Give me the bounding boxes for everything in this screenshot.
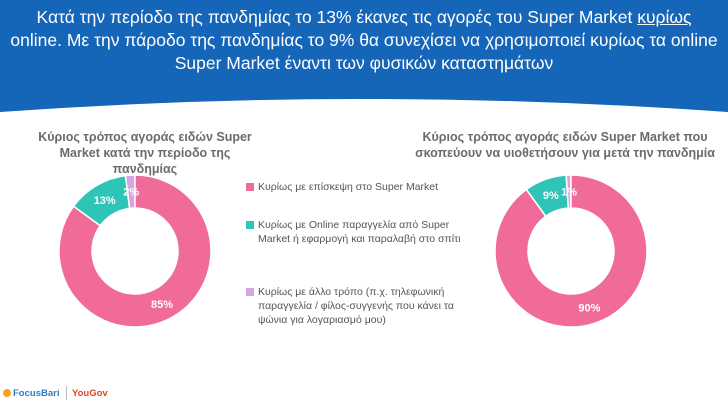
yougov-logo: YouGov [72,388,108,399]
title-part1: Κατά την περίοδο της πανδημίας το 13% έκ… [36,7,638,27]
header-curve [0,99,728,122]
page-title: Κατά την περίοδο της πανδημίας το 13% έκ… [10,6,718,75]
donut-chart-pandemic: 13% 2% 85% [58,174,212,328]
donut1-label-other: 2% [123,187,139,199]
donut1-label-visit: 85% [151,299,173,311]
header-banner [0,0,728,112]
title-part2: online. Με την πάροδο της πανδημίας το 9… [10,30,718,73]
legend-item-visit: Κυρίως με επίσκεψη στο Super Market [246,180,478,194]
title-underlined: κυρίως [637,7,692,27]
chart2-title: Κύριος τρόπος αγοράς ειδών Super Market … [400,129,728,161]
chart2-title-line1: Κύριος τρόπος αγοράς ειδών Super Market … [422,130,708,144]
focusbari-logo-dot-icon [3,389,11,397]
chart1-title: Κύριος τρόπος αγοράς ειδών Super Market … [30,129,260,177]
chart1-title-line2: Market κατά την περίοδο της πανδημίας [59,146,231,176]
donut2-slice-visit [494,174,648,328]
legend-label-visit: Κυρίως με επίσκεψη στο Super Market [258,181,439,193]
legend-label-other: Κυρίως με άλλο τρόπο (π.χ. τηλεφωνική πα… [258,286,454,326]
donut1-label-online: 13% [94,195,116,207]
focusbari-logo: FocusBari [3,388,59,399]
donut2-label-visit: 90% [578,303,600,315]
legend-swatch-online [246,221,254,229]
donut2-label-other: 1% [561,187,577,199]
legend-swatch-visit [246,183,254,191]
legend-item-online: Κυρίως με Online παραγγελία από Super Ma… [246,218,478,246]
legend-swatch-other [246,288,254,296]
legend-label-online: Κυρίως με Online παραγγελία από Super Ma… [258,219,461,245]
donut2-label-online: 9% [543,190,559,202]
chart2-title-line2: σκοπεύουν να υιοθετήσουν για μετά την πα… [415,146,715,160]
donut-chart-after-pandemic: 9% 1% 90% [494,174,648,328]
legend-item-other: Κυρίως με άλλο τρόπο (π.χ. τηλεφωνική πα… [246,285,478,327]
donut1-slice-visit [58,174,212,328]
chart1-title-line1: Κύριος τρόπος αγοράς ειδών Super [38,130,252,144]
focusbari-logo-text: FocusBari [13,388,60,399]
logo-divider [66,386,67,400]
